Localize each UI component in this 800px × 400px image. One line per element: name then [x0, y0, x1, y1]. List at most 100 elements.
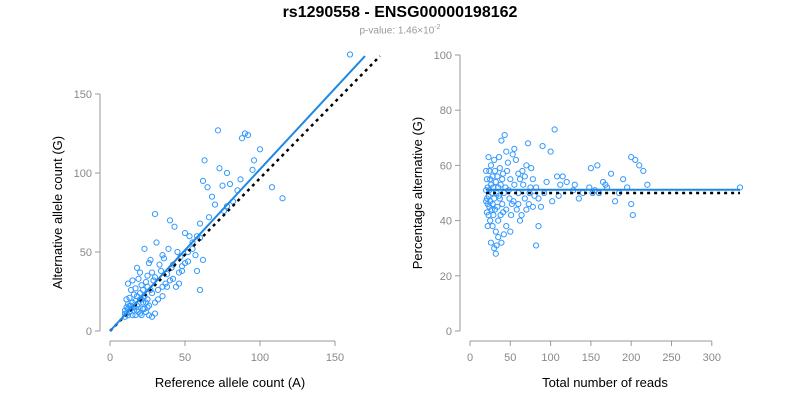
data-point: [162, 280, 169, 287]
data-point: [487, 239, 495, 246]
data-point: [244, 131, 252, 139]
data-point: [219, 182, 226, 189]
data-point: [498, 137, 505, 144]
data-point: [524, 140, 532, 147]
data-point: [628, 154, 635, 161]
data-point: [492, 228, 499, 235]
pvalue-exponent: -2: [434, 24, 441, 31]
data-point: [141, 305, 148, 312]
data-point: [196, 220, 204, 227]
data-point: [166, 217, 174, 224]
data-point: [268, 184, 276, 191]
data-point: [189, 239, 196, 246]
data-point: [485, 154, 492, 161]
data-point: [237, 176, 244, 183]
data-point: [199, 256, 207, 263]
data-point: [503, 167, 511, 175]
data-point: [518, 211, 525, 219]
data-point: [250, 157, 258, 164]
data-point: [154, 286, 162, 294]
data-point: [487, 162, 495, 169]
data-point: [483, 176, 491, 183]
data-point: [169, 275, 177, 282]
data-point: [127, 286, 135, 294]
data-point: [501, 131, 508, 139]
data-point: [519, 167, 526, 175]
data-point: [184, 248, 192, 256]
data-point: [503, 148, 510, 155]
data-point: [133, 264, 141, 271]
data-point: [491, 245, 498, 252]
data-point: [136, 269, 144, 276]
data-point: [193, 267, 201, 275]
data-point: [208, 193, 216, 200]
data-point: [181, 229, 189, 237]
data-point: [515, 170, 522, 177]
x-tick-label: 100: [541, 352, 559, 364]
data-point: [491, 206, 499, 213]
data-point: [523, 162, 530, 169]
data-point: [632, 156, 639, 163]
y-tick-label: 80: [440, 105, 452, 117]
percentage-plot: 0 50 100 150 200 250 300 0 20 40 60 80 100 Total numb…: [410, 50, 744, 390]
data-point: [223, 169, 231, 177]
data-point: [528, 165, 535, 172]
data-point: [559, 173, 566, 180]
data-point: [553, 173, 561, 180]
data-point: [551, 126, 558, 133]
data-point: [126, 294, 133, 301]
data-point: [491, 156, 498, 163]
pvalue-subtitle: p-value: 1.46×10-2: [0, 24, 800, 36]
data-point: [492, 250, 499, 257]
data-point: [571, 181, 578, 188]
data-point: [138, 282, 145, 289]
data-point: [178, 263, 186, 270]
data-point: [503, 223, 510, 230]
data-point: [156, 261, 163, 268]
data-point: [171, 223, 178, 230]
data-point: [509, 151, 516, 158]
data-point: [136, 289, 144, 297]
y-tick-label: 150: [74, 89, 92, 101]
data-point: [531, 192, 538, 199]
y-tick-label: 0: [446, 326, 452, 338]
y-axis-label: Percentage alternative (G): [410, 117, 425, 269]
y-tick-label: 50: [80, 247, 92, 259]
data-point: [144, 304, 151, 311]
reference-line: [109, 55, 381, 332]
data-point: [153, 239, 160, 246]
data-point: [511, 145, 518, 152]
data-point: [144, 272, 151, 279]
x-tick-label: 0: [107, 352, 113, 364]
fit-line: [109, 55, 366, 332]
y-tick-label: 100: [434, 50, 452, 62]
data-point: [172, 283, 180, 290]
data-point: [506, 195, 513, 202]
data-point: [141, 245, 148, 252]
data-point: [521, 173, 528, 180]
data-point: [145, 312, 153, 319]
x-tick-label: 200: [622, 352, 640, 364]
x-tick-label: 300: [703, 352, 721, 364]
data-point: [513, 206, 520, 213]
data-point: [500, 231, 507, 238]
data-point: [159, 283, 166, 290]
x-tick-label: 100: [251, 352, 269, 364]
data-point: [201, 157, 208, 164]
data-point: [629, 211, 636, 219]
data-point: [151, 299, 159, 306]
data-point: [483, 209, 491, 216]
x-axis-label: Total number of reads: [542, 375, 668, 390]
data-point: [123, 296, 130, 303]
data-point: [498, 239, 505, 246]
data-point: [204, 184, 211, 191]
data-point: [515, 200, 522, 208]
data-point: [575, 195, 582, 202]
allele-count-plot: 0 50 100 150 0 50 100 150 Reference allele count…: [50, 51, 381, 390]
data-point: [512, 156, 520, 163]
data-point: [226, 180, 234, 188]
data-point: [549, 198, 556, 205]
y-tick-label: 20: [440, 271, 452, 283]
data-point: [507, 176, 514, 183]
data-point: [507, 228, 514, 235]
